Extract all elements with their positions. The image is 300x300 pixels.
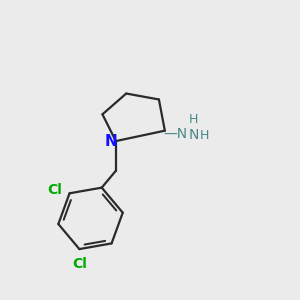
Text: H: H	[200, 129, 209, 142]
Text: H: H	[189, 113, 198, 126]
Text: Cl: Cl	[72, 256, 87, 271]
Text: N: N	[189, 128, 199, 142]
Text: Cl: Cl	[47, 183, 62, 197]
Text: N: N	[105, 134, 118, 148]
Text: —N: —N	[163, 127, 187, 141]
